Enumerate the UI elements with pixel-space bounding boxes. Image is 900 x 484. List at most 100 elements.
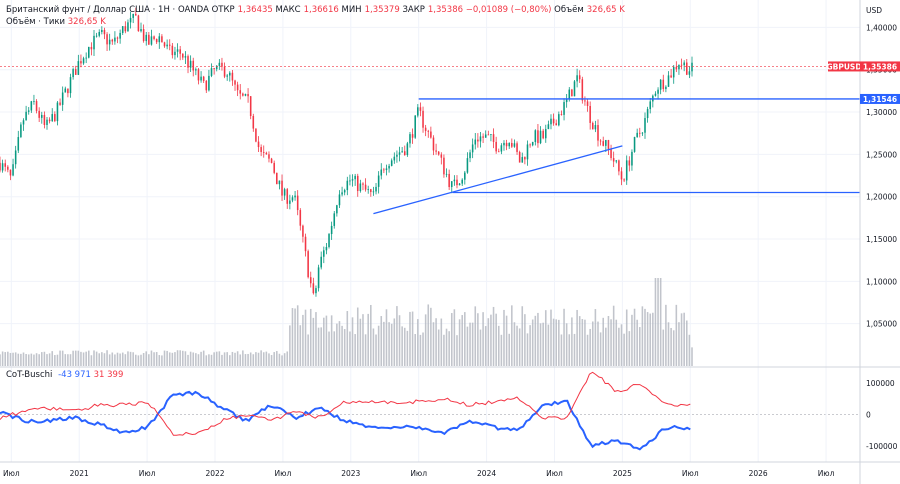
volume-bar [484,326,487,366]
volume-bar [683,312,685,366]
candle [338,194,341,206]
volume-bar [388,322,390,366]
volume-bar [542,322,544,366]
candle [521,157,524,163]
candle [61,92,64,105]
volume-bar [239,354,242,366]
candle [142,29,145,42]
candle [547,124,550,130]
volume-bar [354,334,356,366]
candle [636,132,638,138]
volume-bar [333,331,336,366]
candle [526,144,529,160]
volume-bar [218,351,221,366]
candle [424,127,427,131]
price-tick-label: 1,40000 [866,23,897,32]
volume-bar [25,353,27,366]
legend-volume-series: Объём · Тики 326,65 K [6,17,106,28]
candle [210,68,213,76]
volume-bar [30,353,33,366]
candle [103,29,106,35]
candle [309,277,312,284]
volume-bar [213,352,215,366]
volume-bar [398,315,401,366]
candle [315,288,317,294]
volume-bar [657,278,659,366]
volume-bar [328,331,330,366]
candle [479,136,482,142]
volume-bar [665,304,667,366]
volume-bar [88,350,90,366]
candle [649,101,652,110]
volume-bar [346,311,349,366]
volume-bar [539,323,542,366]
volume-bar [161,355,163,366]
candle [56,102,59,122]
candle [229,72,231,76]
volume-bar [526,333,529,366]
legend-change: −0,01089 (−0,80%) [465,5,552,15]
volume-bar [633,308,636,366]
volume-bar [33,354,35,366]
candle [417,107,419,116]
candle [623,179,625,181]
trendline[interactable] [373,145,623,215]
volume-bar [560,334,563,366]
volume-bar [497,325,500,366]
volume-bar [581,319,584,366]
candle [85,57,87,59]
time-tick-label: Июл [275,469,292,478]
volume-bar [383,321,385,366]
candle [82,58,85,64]
volume-bar [158,355,161,366]
indicator-value-blue: -43 971 [58,370,91,380]
candle [98,31,101,36]
candle [362,183,364,185]
candle [197,69,200,81]
candle [409,134,411,144]
candle [437,151,440,155]
candle [226,75,228,77]
volume-bar [244,354,247,366]
volume-bar [242,350,244,366]
volume-bar [544,310,547,366]
candle [435,150,437,152]
volume-bar [343,329,346,366]
candle [662,79,665,90]
candle [239,90,242,94]
candle [667,75,670,87]
volume-bar [38,354,40,366]
candle [531,141,534,146]
candle [74,69,77,75]
candle [223,66,226,77]
candle [215,65,218,70]
volume-bar [534,315,537,366]
candle [270,158,273,163]
volume-bar [208,354,210,366]
candle [495,141,497,152]
candle [179,49,181,54]
candle [137,15,140,32]
candle [542,130,544,139]
volume-bar [9,352,12,366]
time-tick-label: Июл [410,469,427,478]
volume-bar [450,313,453,366]
candle [247,94,249,97]
volume-bar [597,321,599,366]
volume-bar [255,352,257,366]
indicator-value-red: 31 399 [93,370,124,380]
drawings[interactable] [0,66,860,215]
candle [286,189,289,204]
candle [121,26,124,33]
candle [192,60,195,71]
volume-bar [325,315,328,366]
volume-bar [403,327,406,366]
volume-bar [432,322,435,366]
cot-indicator-pane [0,371,691,451]
volume-bar [137,355,140,366]
candle [296,195,299,211]
candle [450,181,453,188]
volume-bar [200,351,202,366]
level-tag-label: 1,31546 [863,95,897,104]
